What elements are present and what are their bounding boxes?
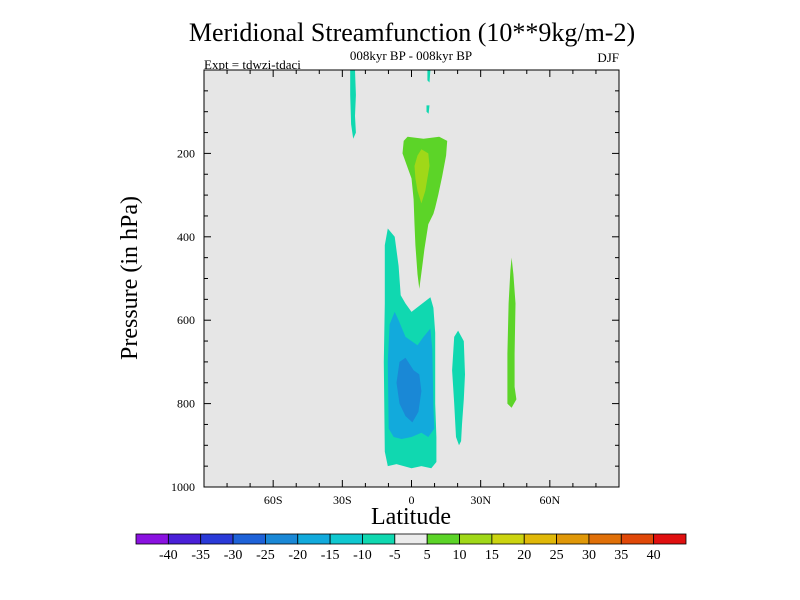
x-axis-label: Latitude — [371, 504, 451, 530]
colorbar-label: 35 — [614, 548, 628, 563]
colorbar-swatch — [394, 533, 428, 545]
x-tick-label: 60N — [539, 493, 560, 507]
chart-title: Meridional Streamfunction (10**9kg/m-2) — [189, 18, 635, 47]
colorbar-swatch — [200, 533, 234, 545]
colorbar-label: 10 — [453, 548, 467, 563]
colorbar-swatch — [426, 533, 460, 545]
colorbar-label: -25 — [256, 548, 275, 563]
y-axis-label: Pressure (in hPa) — [117, 196, 143, 360]
minor-ticks — [204, 70, 619, 487]
colorbar-swatch — [265, 533, 299, 545]
chart-subtitle: 008kyr BP - 008kyr BP — [350, 48, 472, 63]
colorbar-swatch — [232, 533, 266, 545]
colorbar-swatch — [556, 533, 590, 545]
contour-regions — [350, 70, 517, 469]
colorbar-label: -5 — [389, 548, 401, 563]
y-tick-label: 800 — [177, 397, 195, 411]
colorbar-swatch — [167, 533, 202, 545]
colorbar-label: -40 — [159, 548, 178, 563]
colorbar: -40 -35 -30 -25 -20 -15 -10 -5 5 10 15 20 25 30 35 40 — [135, 533, 687, 563]
colorbar-swatch — [620, 533, 655, 545]
colorbar-swatch — [653, 533, 687, 545]
colorbar-label: 15 — [485, 548, 499, 563]
y-tick-label: 200 — [177, 146, 195, 160]
colorbar-label: -30 — [224, 548, 243, 563]
x-tick-label: 30S — [333, 493, 352, 507]
y-tick-label: 400 — [177, 230, 195, 244]
season-label: DJF — [597, 50, 619, 65]
colorbar-swatch — [362, 533, 396, 545]
contour-region-6 — [452, 330, 465, 446]
contour-region-5 — [396, 357, 422, 423]
x-tick-label: 30N — [470, 493, 491, 507]
colorbar-swatch — [588, 533, 622, 545]
contour-region-9 — [507, 257, 517, 408]
x-tick-label: 60S — [264, 493, 283, 507]
x-tick-label: 0 — [409, 493, 415, 507]
y-tick-label: 1000 — [171, 480, 195, 494]
contour-region-0 — [350, 70, 356, 139]
colorbar-swatch — [297, 533, 331, 545]
colorbar-label: 30 — [582, 548, 596, 563]
colorbar-label: 5 — [424, 548, 431, 563]
colorbar-label: 20 — [517, 548, 531, 563]
contour-region-7 — [402, 136, 448, 289]
colorbar-label: 25 — [550, 548, 564, 563]
contour-region-8 — [414, 149, 430, 204]
colorbar-swatch — [491, 533, 525, 545]
contour-region-1 — [427, 70, 431, 83]
colorbar-label: -10 — [353, 548, 372, 563]
colorbar-label: 40 — [647, 548, 661, 563]
colorbar-label: -15 — [321, 548, 340, 563]
colorbar-label: -20 — [288, 548, 307, 563]
experiment-label: Expt = tdwzi-tdaci — [204, 57, 301, 72]
colorbar-swatch — [523, 533, 557, 545]
y-axis: 200 400 600 800 1000 — [171, 146, 619, 494]
colorbar-label: -35 — [191, 548, 210, 563]
x-axis: 60S 30S 0 30N 60N — [264, 70, 560, 507]
contour-region-2 — [426, 105, 430, 114]
y-tick-label: 600 — [177, 313, 195, 327]
colorbar-swatch — [459, 533, 493, 545]
colorbar-swatch — [135, 533, 169, 545]
colorbar-swatch — [329, 533, 363, 545]
